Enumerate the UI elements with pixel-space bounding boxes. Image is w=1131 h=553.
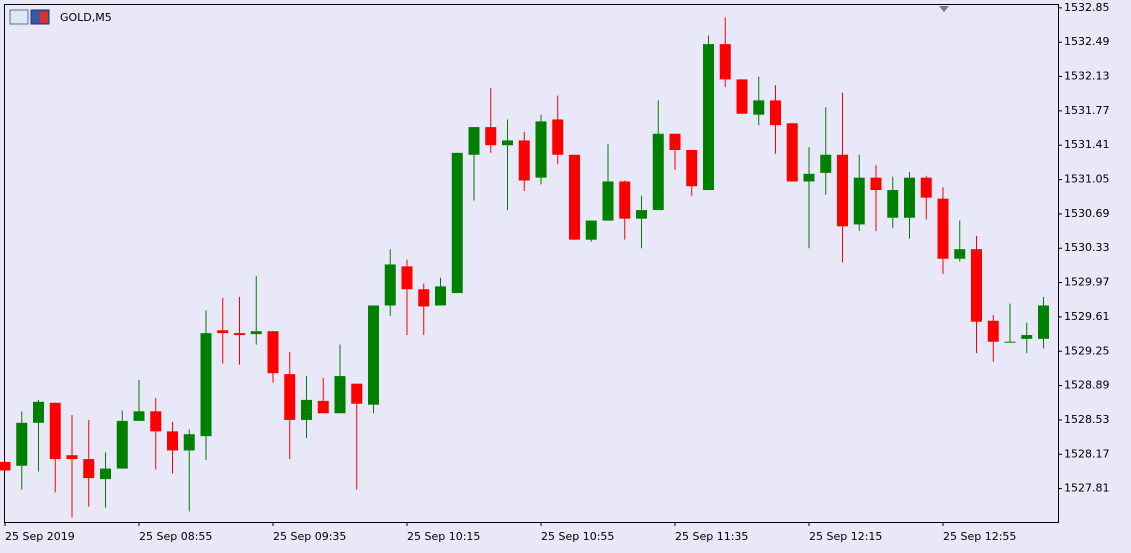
chart-icons — [9, 9, 50, 25]
candle-body — [33, 401, 44, 423]
candle-body — [200, 333, 212, 437]
candle-body — [183, 434, 195, 451]
x-tick-label: 25 Sep 08:55 — [139, 530, 212, 543]
candle-body — [502, 140, 513, 146]
candle-body — [786, 123, 798, 182]
candle-body — [585, 220, 597, 240]
candle-body — [870, 177, 882, 191]
candle-body — [803, 173, 815, 182]
y-tick-label: 1530.33 — [1064, 241, 1110, 254]
shift-marker — [939, 6, 949, 12]
candle-body — [1004, 341, 1016, 343]
candle-body — [66, 455, 78, 460]
candle-body — [234, 333, 245, 336]
candle-body — [116, 420, 128, 469]
candle-body — [736, 79, 748, 114]
y-tick-label: 1529.25 — [1064, 344, 1110, 357]
y-tick-label: 1531.77 — [1064, 104, 1110, 117]
candle-body — [100, 468, 111, 480]
candle-body — [602, 181, 614, 221]
chart-title: GOLD,M5 — [60, 11, 112, 24]
y-tick-label: 1528.53 — [1064, 413, 1110, 426]
candle-body — [669, 133, 681, 150]
candle-body — [1038, 305, 1049, 339]
y-tick-label: 1532.13 — [1064, 70, 1110, 83]
candle-body — [904, 177, 915, 218]
icon — [40, 12, 48, 23]
candle-body — [468, 127, 480, 155]
candle-body — [133, 411, 145, 421]
y-tick-label: 1528.89 — [1064, 379, 1110, 392]
y-tick-label: 1528.17 — [1064, 447, 1110, 460]
candle-body — [150, 411, 162, 432]
candle-body — [0, 461, 11, 471]
x-tick-label: 25 Sep 11:35 — [675, 530, 748, 543]
x-tick-label: 25 Sep 09:35 — [273, 530, 346, 543]
candle-body — [418, 289, 430, 307]
candle-body — [317, 400, 329, 414]
candle-body — [217, 330, 229, 334]
candle-body — [368, 305, 379, 405]
candle-body — [535, 121, 547, 178]
candle-body — [569, 154, 580, 240]
icon — [9, 9, 29, 25]
candle-body — [301, 399, 312, 420]
x-tick-label: 25 Sep 12:55 — [943, 530, 1016, 543]
y-tick-label: 1529.61 — [1064, 310, 1110, 323]
candle-body — [954, 249, 966, 259]
candle-body — [435, 286, 446, 306]
y-tick-label: 1531.41 — [1064, 138, 1110, 151]
candle-body — [401, 266, 413, 290]
candle-body — [16, 422, 28, 466]
candle-body — [334, 376, 346, 414]
candle-body — [753, 100, 765, 115]
candle-body — [719, 44, 731, 80]
y-tick-label: 1532.85 — [1064, 1, 1110, 14]
y-tick-label: 1531.05 — [1064, 173, 1110, 186]
candle-body — [652, 133, 664, 211]
candle-body — [820, 154, 832, 173]
x-tick-label: 25 Sep 10:55 — [541, 530, 614, 543]
y-tick-label: 1530.69 — [1064, 207, 1110, 220]
y-tick-label: 1527.81 — [1064, 482, 1110, 495]
x-tick-label: 25 Sep 12:15 — [809, 530, 882, 543]
candle-body — [686, 149, 698, 187]
candle-body — [518, 140, 530, 181]
x-tick-label: 25 Sep 10:15 — [407, 530, 480, 543]
candle-body — [267, 331, 279, 374]
candle-body — [971, 249, 982, 322]
candle-body — [887, 190, 899, 218]
candle-body — [485, 127, 497, 146]
candle-body — [619, 181, 631, 219]
candle-body — [920, 177, 932, 198]
candle-body — [937, 198, 949, 259]
candle-body — [636, 210, 647, 219]
candle-body — [703, 44, 714, 191]
y-tick-label: 1529.97 — [1064, 276, 1110, 289]
candle-body — [49, 402, 61, 460]
candle-body — [853, 177, 865, 225]
plot-frame — [4, 4, 1059, 523]
y-tick-label: 1532.49 — [1064, 35, 1110, 48]
candle-body — [1021, 335, 1033, 339]
candle-body — [552, 119, 564, 155]
candle-body — [83, 459, 95, 479]
candle-body — [451, 152, 463, 294]
candle-body — [284, 374, 296, 420]
candle-body — [770, 100, 781, 126]
candle-body — [167, 431, 178, 451]
candle-body — [250, 331, 262, 335]
candle-body — [384, 264, 396, 306]
candle-body — [987, 320, 999, 342]
candle-body — [837, 154, 848, 227]
x-tick-label: 25 Sep 2019 — [5, 530, 75, 543]
candle-body — [351, 383, 363, 404]
